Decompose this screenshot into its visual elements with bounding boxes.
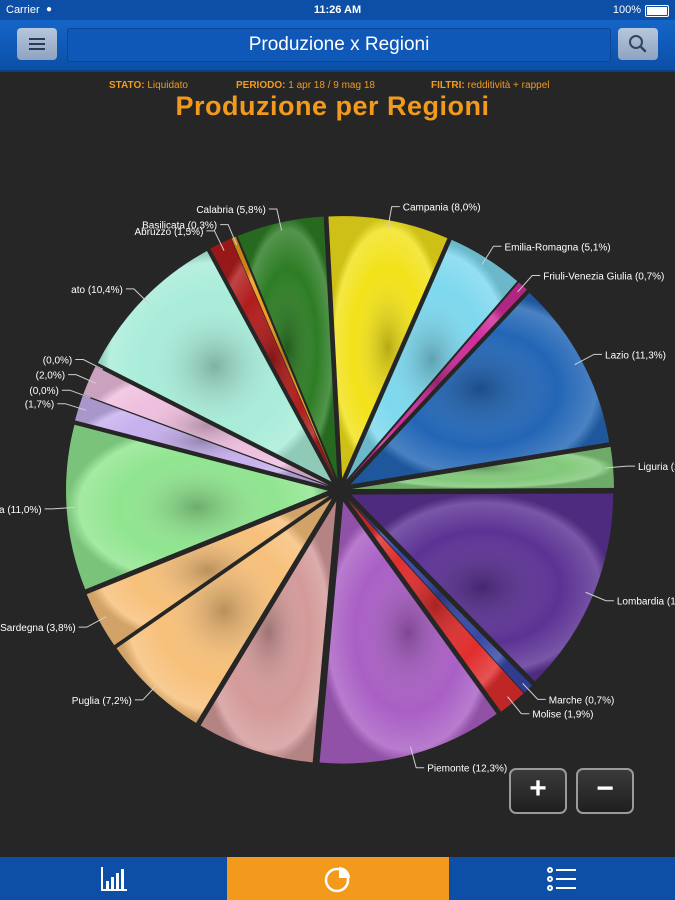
slice-label: Liguria (2,7%) — [638, 462, 675, 473]
carrier-label: Carrier — [6, 4, 40, 16]
pie-slice-gloss — [347, 499, 524, 712]
nav-bar: Produzione x Regioni — [0, 20, 675, 72]
pie-slice-gloss — [348, 498, 533, 693]
label-leader-line — [507, 696, 530, 715]
slice-label: Basilicata (0,3%) — [142, 221, 217, 232]
slice-label: Campania (8,0%) — [403, 203, 481, 214]
label-leader-line — [522, 683, 546, 700]
slice-label: (0,0%) — [43, 355, 72, 366]
filter-summary: STATO: Liquidato PERIODO: 1 apr 18 / 9 m… — [0, 80, 675, 94]
pie-slice-gloss — [83, 366, 330, 486]
slice-label: (1,7%) — [25, 400, 54, 411]
hamburger-icon — [29, 38, 45, 50]
pie-slice-gloss — [319, 501, 497, 764]
status-bar: Carrier ● 11:26 AM 100% — [0, 0, 675, 20]
slice-label: ato (10,4%) — [71, 285, 123, 296]
slice-label: Lombardia (13,7%) — [617, 597, 675, 608]
label-leader-line — [57, 403, 87, 411]
battery-percent: 100% — [612, 4, 641, 16]
stato-value: Liquidato — [147, 80, 188, 91]
pie-slice-gloss — [346, 239, 518, 480]
label-leader-line — [481, 245, 502, 266]
chart-title: Produzione per Regioni — [175, 91, 490, 121]
list-icon — [547, 866, 576, 891]
stato-label: STATO: — [109, 80, 145, 91]
slice-label: Puglia (7,2%) — [72, 696, 132, 707]
label-leader-line — [268, 208, 283, 231]
slice-label: Calabria (5,8%) — [196, 205, 265, 216]
tab-list[interactable] — [449, 857, 675, 900]
bar-chart-icon — [100, 866, 127, 891]
slice-label: (2,0%) — [36, 371, 65, 382]
label-leader-line — [206, 230, 225, 251]
slice-label: Molise (1,9%) — [532, 710, 593, 721]
wifi-icon: ● — [46, 4, 53, 15]
pie-slice-gloss — [210, 238, 335, 480]
clock: 11:26 AM — [313, 4, 362, 16]
search-icon — [629, 35, 647, 53]
menu-button[interactable] — [17, 28, 57, 60]
slice-label: Piemonte (12,3%) — [427, 764, 507, 775]
zoom-in-button[interactable]: + — [509, 768, 567, 814]
tab-bar-chart[interactable] — [0, 857, 227, 900]
periodo-value: 1 apr 18 / 9 mag 18 — [288, 80, 375, 91]
slice-label: (0,0%) — [29, 386, 58, 397]
pie-slice-gloss — [75, 395, 329, 487]
label-leader-line — [61, 389, 91, 399]
label-leader-line — [78, 616, 107, 628]
nav-title: Produzione x Regioni — [67, 28, 611, 62]
pie-slice-gloss — [348, 282, 527, 482]
pie-slice-gloss — [116, 498, 332, 723]
pie-slice-gloss — [86, 495, 330, 646]
label-leader-line — [75, 358, 104, 370]
zoom-out-button[interactable]: − — [576, 768, 634, 814]
pie-slice-gloss — [237, 216, 338, 479]
filtri-value: redditività + rappel — [467, 80, 550, 91]
label-leader-line — [134, 683, 159, 701]
slice-label: Friuli-Venezia Giulia (0,7%) — [543, 272, 664, 283]
slice-label: Lazio (11,3%) — [605, 350, 666, 361]
label-leader-line — [44, 506, 75, 510]
slice-label: Marche (0,7%) — [549, 695, 615, 706]
label-leader-line — [409, 746, 425, 769]
pie-slice-gloss — [351, 446, 614, 490]
pie-slice-gloss — [200, 501, 337, 763]
pie-slice-gloss — [351, 493, 614, 682]
label-leader-line — [68, 374, 97, 384]
pie-slice-gloss — [231, 236, 336, 479]
slice-label: Sicilia (11,0%) — [0, 505, 42, 516]
pie-slice-gloss — [66, 424, 329, 590]
slice-label: Abruzzo (1,5%) — [134, 227, 203, 238]
label-leader-line — [125, 288, 150, 305]
slice-label: Emilia-Romagna (5,1%) — [504, 242, 610, 253]
label-leader-line — [220, 224, 238, 246]
battery-icon — [645, 5, 669, 17]
tab-bar — [0, 857, 675, 900]
pie-chart-icon — [324, 866, 350, 892]
label-leader-line — [605, 465, 636, 469]
periodo-label: PERIODO: — [236, 80, 286, 91]
slice-label: Sardegna (3,8%) — [0, 623, 76, 634]
tab-pie-chart[interactable] — [227, 857, 449, 900]
label-leader-line — [517, 275, 541, 293]
label-leader-line — [387, 206, 400, 229]
pie-slice-gloss — [97, 251, 332, 482]
pie-slice-gloss — [328, 216, 448, 479]
filtri-label: FILTRI: — [431, 80, 465, 91]
pie-slice-gloss — [350, 292, 610, 485]
search-button[interactable] — [618, 28, 658, 60]
label-leader-line — [574, 353, 603, 366]
label-leader-line — [585, 591, 614, 602]
